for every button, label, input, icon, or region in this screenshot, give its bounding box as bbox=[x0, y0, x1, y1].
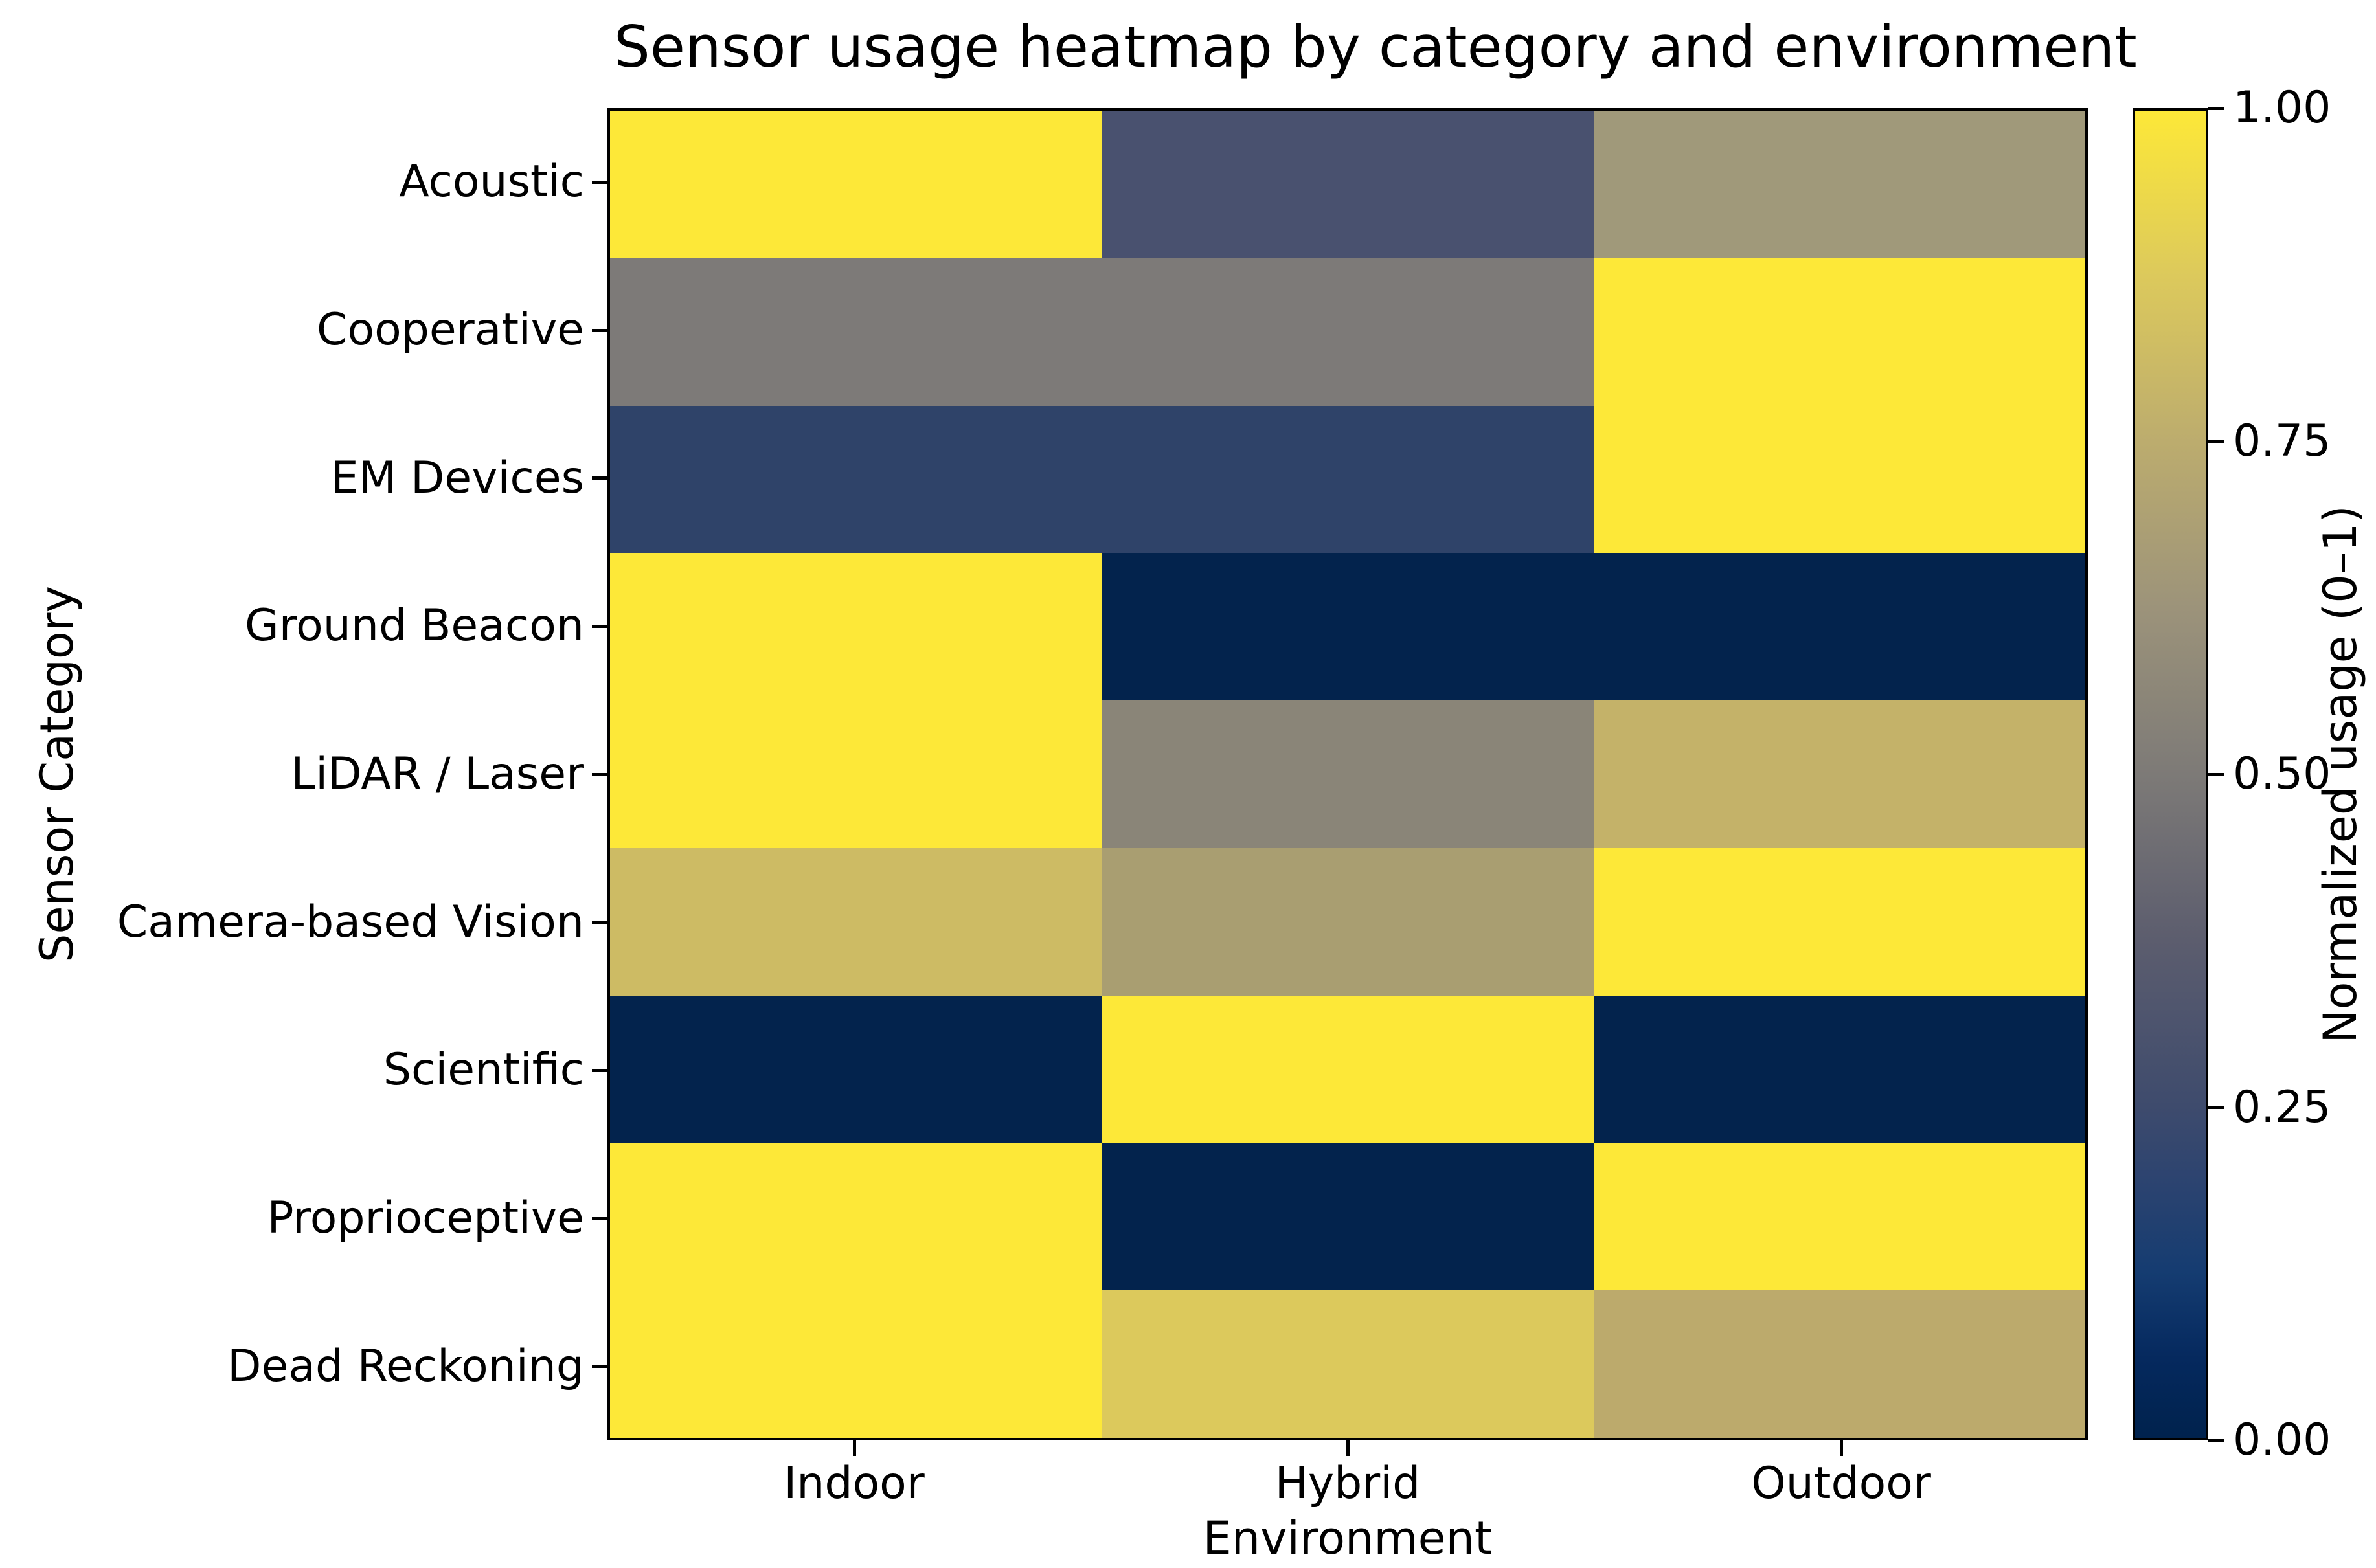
x-tick-mark bbox=[1839, 1440, 1843, 1456]
y-tick-label: Proprioceptive bbox=[267, 1193, 584, 1244]
heatmap-cell bbox=[1593, 995, 2085, 1143]
y-tick-label: Cooperative bbox=[317, 304, 584, 355]
y-tick-mark bbox=[592, 921, 607, 924]
heatmap-cell bbox=[1102, 1290, 1594, 1438]
heatmap-cell bbox=[1102, 995, 1594, 1143]
colorbar-tick-label: 1.00 bbox=[2233, 82, 2331, 133]
colorbar-tick-mark bbox=[2208, 106, 2224, 110]
heatmap-cell bbox=[610, 1143, 1102, 1291]
y-tick-label: LiDAR / Laser bbox=[291, 748, 584, 800]
heatmap-cell bbox=[1593, 700, 2085, 848]
colorbar-tick-mark bbox=[2208, 1439, 2224, 1442]
x-axis-label: Environment bbox=[1203, 1512, 1493, 1565]
colorbar-tick-mark bbox=[2208, 772, 2224, 776]
colorbar-tick-label: 0.50 bbox=[2233, 748, 2331, 800]
heatmap-cell bbox=[1102, 700, 1594, 848]
y-tick-label: EM Devices bbox=[330, 452, 584, 504]
y-tick-label: Dead Reckoning bbox=[227, 1340, 584, 1392]
y-tick-mark bbox=[592, 1365, 607, 1369]
x-tick-label: Indoor bbox=[784, 1458, 925, 1509]
y-tick-mark bbox=[592, 624, 607, 628]
heatmap-cell bbox=[1593, 553, 2085, 701]
heatmap-cell bbox=[1102, 405, 1594, 554]
y-tick-mark bbox=[592, 1216, 607, 1220]
heatmap-cell bbox=[1593, 258, 2085, 406]
colorbar-tick-label: 0.00 bbox=[2233, 1415, 2331, 1466]
heatmap-cell bbox=[610, 553, 1102, 701]
y-tick-label: Camera-based Vision bbox=[117, 896, 584, 948]
heatmap-plot-area bbox=[607, 108, 2088, 1440]
y-tick-label: Scientific bbox=[383, 1044, 584, 1096]
y-tick-mark bbox=[592, 1068, 607, 1072]
y-axis-label: Sensor Category bbox=[30, 586, 84, 963]
heatmap-cell bbox=[1102, 553, 1594, 701]
y-tick-label: Acoustic bbox=[399, 156, 584, 208]
heatmap-cell bbox=[1593, 1290, 2085, 1438]
y-tick-mark bbox=[592, 180, 607, 184]
heatmap-cell bbox=[610, 111, 1102, 258]
x-tick-mark bbox=[852, 1440, 856, 1456]
x-tick-mark bbox=[1346, 1440, 1350, 1456]
heatmap-cell bbox=[610, 1290, 1102, 1438]
colorbar-tick-mark bbox=[2208, 440, 2224, 443]
heatmap-cell bbox=[1593, 111, 2085, 258]
heatmap-cell bbox=[1102, 258, 1594, 406]
y-tick-mark bbox=[592, 328, 607, 332]
x-tick-label: Hybrid bbox=[1274, 1458, 1421, 1509]
colorbar-tick-mark bbox=[2208, 1106, 2224, 1109]
heatmap-cell bbox=[610, 995, 1102, 1143]
x-tick-label: Outdoor bbox=[1751, 1458, 1931, 1509]
heatmap-cell bbox=[1102, 847, 1594, 996]
heatmap-cell bbox=[1102, 111, 1594, 258]
heatmap-cell bbox=[1593, 1143, 2085, 1291]
heatmap-cell bbox=[610, 700, 1102, 848]
colorbar-label: Normalized usage (0–1) bbox=[2314, 505, 2367, 1044]
y-tick-label: Ground Beacon bbox=[245, 600, 584, 652]
heatmap-cell bbox=[1593, 405, 2085, 554]
y-tick-mark bbox=[592, 772, 607, 776]
y-tick-mark bbox=[592, 476, 607, 480]
colorbar-tick-label: 0.75 bbox=[2233, 415, 2331, 467]
heatmap-cell bbox=[1593, 847, 2085, 996]
heatmap-cell bbox=[610, 405, 1102, 554]
colorbar bbox=[2133, 108, 2208, 1440]
heatmap-cell bbox=[1102, 1143, 1594, 1291]
heatmap-cell bbox=[610, 258, 1102, 406]
colorbar-tick-label: 0.25 bbox=[2233, 1081, 2331, 1133]
chart-title: Sensor usage heatmap by category and env… bbox=[614, 14, 2137, 80]
heatmap-cell bbox=[610, 847, 1102, 996]
